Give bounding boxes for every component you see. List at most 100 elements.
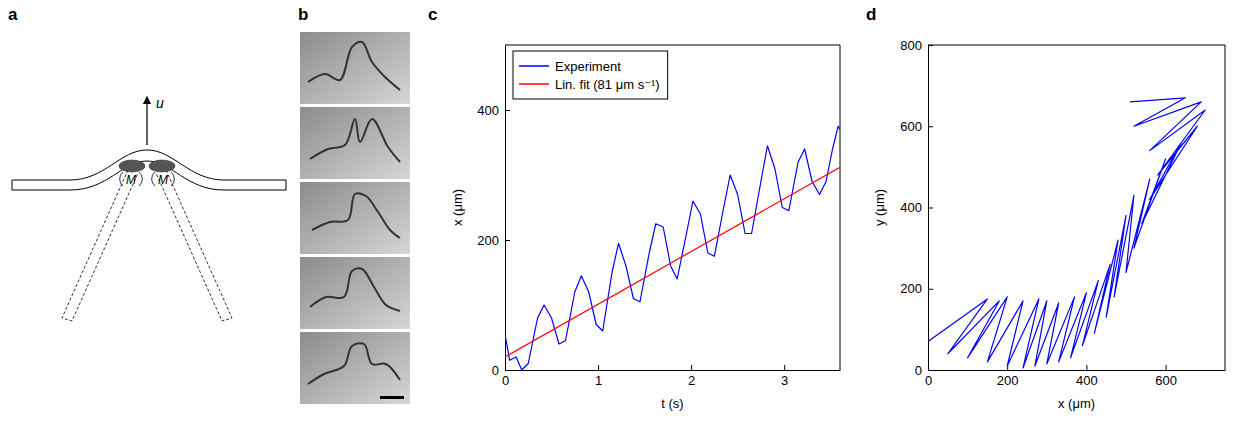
tick-mark	[928, 370, 933, 371]
tick-mark	[691, 365, 692, 370]
image-frame	[300, 32, 410, 104]
x-tick: 200	[997, 365, 1019, 388]
diagram: M Mu	[12, 95, 286, 321]
tick-label: 0	[915, 363, 922, 378]
filament	[12, 150, 286, 190]
tick-label: 600	[1155, 373, 1177, 388]
tick-label: 0	[925, 373, 932, 388]
tick-mark	[505, 370, 510, 371]
motor-arrow	[120, 172, 123, 186]
tick-mark	[928, 45, 933, 46]
x-tick: 2	[688, 365, 695, 388]
x-tick: 600	[1155, 365, 1177, 388]
axis-line	[506, 370, 841, 371]
y-tick: 400	[900, 200, 933, 215]
motor-label: M	[126, 173, 136, 187]
motor-arrow	[152, 172, 155, 186]
image-frame	[300, 332, 410, 404]
motor	[149, 160, 175, 172]
y-tick: 600	[900, 119, 933, 134]
series-line	[505, 126, 840, 370]
plot-area	[928, 98, 1205, 368]
y-tick: 800	[900, 38, 933, 53]
dashed-filament	[156, 170, 232, 321]
tick-label: 200	[900, 281, 922, 296]
y-tick: 400	[477, 103, 510, 118]
x-axis: 0 200 400 600	[925, 365, 1226, 388]
axis-line	[929, 370, 1226, 371]
tick-label: 2	[688, 373, 695, 388]
plot-area	[505, 126, 840, 370]
motor-arrow	[171, 172, 174, 186]
filament-image	[308, 42, 400, 90]
motor	[119, 160, 145, 172]
tick-label: 1	[595, 373, 602, 388]
legend: Experiment Lin. fit (81 μm s⁻¹)	[513, 51, 668, 99]
y-tick: 0	[915, 363, 933, 378]
tick-label: 400	[900, 200, 922, 215]
tick-mark	[1086, 365, 1087, 370]
x-axis: 0 1 2 3	[502, 365, 841, 388]
legend-swatch	[519, 65, 549, 67]
velocity-label: u	[156, 95, 164, 111]
image-frame	[300, 182, 410, 254]
filament-image	[310, 119, 400, 162]
x-tick: 400	[1076, 365, 1098, 388]
axis-line	[505, 46, 506, 371]
panel-letter: c	[428, 5, 437, 24]
tick-mark	[784, 365, 785, 370]
tick-mark	[928, 208, 933, 209]
series-line	[928, 98, 1205, 368]
x-axis-title: x (μm)	[1058, 396, 1095, 411]
scale-bar	[380, 396, 404, 399]
panel-letter: d	[866, 5, 876, 24]
tick-label: 0	[492, 363, 499, 378]
tick-mark	[598, 365, 599, 370]
x-tick: 1	[595, 365, 602, 388]
tick-label: 3	[781, 373, 788, 388]
filament-image	[308, 343, 400, 384]
filament-image	[310, 268, 400, 311]
legend-label: Experiment	[555, 59, 621, 74]
image-strip	[300, 32, 410, 404]
tick-label: 600	[900, 119, 922, 134]
dashed-filament	[62, 170, 138, 321]
frame	[928, 45, 1225, 46]
image-frame	[300, 107, 410, 179]
y-tick: 0	[492, 363, 510, 378]
frame	[840, 45, 841, 370]
tick-label: 400	[1076, 373, 1098, 388]
y-axis: 0 200 400	[477, 46, 510, 378]
frame	[505, 45, 840, 46]
y-tick: 200	[477, 233, 510, 248]
tick-mark	[928, 126, 933, 127]
legend-box	[513, 51, 668, 99]
tick-label: 200	[997, 373, 1019, 388]
x-axis-title: t (s)	[661, 396, 683, 411]
motor-arrow	[139, 172, 142, 186]
tick-mark	[505, 240, 510, 241]
y-tick: 200	[900, 281, 933, 296]
tick-mark	[1166, 365, 1167, 370]
tick-label: 0	[502, 373, 509, 388]
frame	[1225, 45, 1226, 370]
tick-mark	[928, 289, 933, 290]
tick-label: 400	[477, 103, 499, 118]
panel-letter: a	[8, 5, 18, 24]
series-line	[505, 167, 840, 357]
chart: 0 200 400 600 0 200 400 600 800 x (μm) y (μm)	[872, 38, 1226, 411]
velocity-arrow	[146, 100, 147, 145]
tick-label: 200	[477, 233, 499, 248]
y-axis: 0 200 400 600 800	[900, 38, 933, 378]
filament-image	[312, 193, 400, 238]
x-tick: 3	[781, 365, 788, 388]
y-axis-title: y (μm)	[872, 189, 887, 226]
image-frame	[300, 257, 410, 329]
legend-label: Lin. fit (81 μm s⁻¹)	[555, 77, 660, 92]
figure: a b c d M Mu 0 1 2 3 0 200 400 t (s) x (μm) Experiment L…	[0, 0, 1242, 427]
panel-letter: b	[298, 5, 308, 24]
chart: 0 1 2 3 0 200 400 t (s) x (μm) Experiment Lin. fit…	[450, 45, 841, 411]
legend-swatch	[519, 83, 549, 85]
y-axis-title: x (μm)	[450, 189, 465, 226]
motor-label: M	[158, 173, 168, 187]
